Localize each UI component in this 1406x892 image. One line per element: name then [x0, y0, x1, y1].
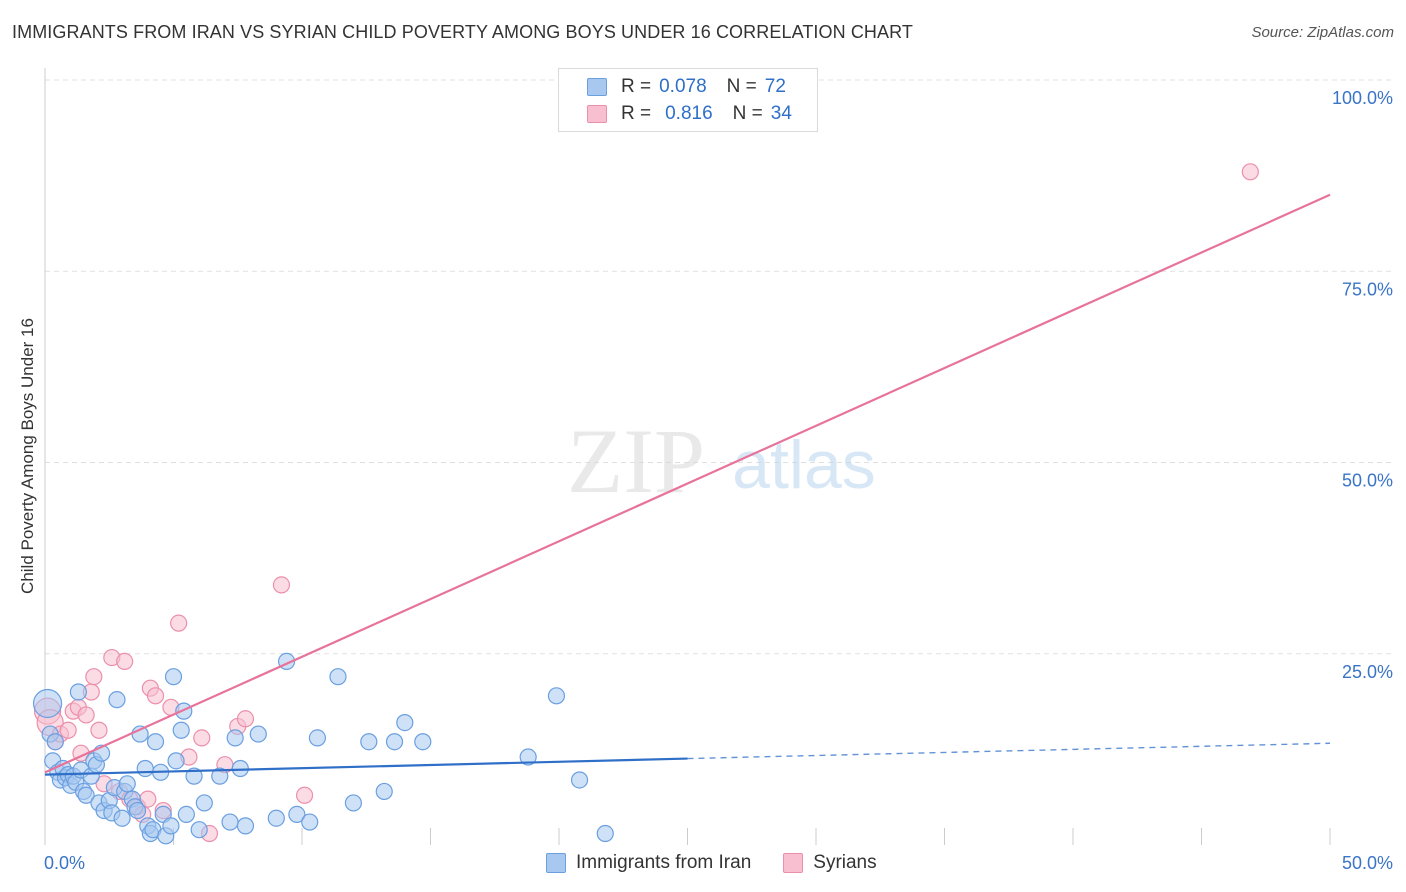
- syrians-point: [170, 614, 188, 632]
- iran-points: [32, 652, 614, 845]
- iran-point: [596, 824, 614, 843]
- iran-point: [396, 713, 414, 732]
- iran-point: [185, 767, 203, 785]
- iran-point: [329, 668, 347, 686]
- legend-swatch-iran: [587, 78, 607, 96]
- legend-row-syrians: R = 0.816 N = 34: [587, 102, 792, 126]
- iran-point: [301, 813, 319, 831]
- iran-point: [570, 771, 589, 789]
- syrians-point: [77, 706, 95, 724]
- iran-point: [113, 809, 131, 827]
- legend-r-label: R =: [621, 103, 652, 124]
- iran-point: [146, 733, 165, 751]
- iran-point: [128, 801, 147, 820]
- iran-point: [177, 805, 195, 824]
- syrians-point: [116, 652, 134, 671]
- iran-point: [172, 721, 190, 739]
- legend-n-label: N =: [732, 103, 763, 124]
- legend-n-value: 34: [770, 103, 792, 124]
- legend-swatch-syrians: [587, 105, 607, 123]
- y-tick-label: 50.0%: [1342, 471, 1393, 491]
- syrians-point: [146, 687, 165, 705]
- iran-point: [547, 687, 566, 705]
- chart-title: IMMIGRANTS FROM IRAN VS SYRIAN CHILD POV…: [12, 22, 914, 42]
- iran-point: [414, 733, 432, 751]
- series-legend-iran[interactable]: Immigrants from Iran: [546, 852, 751, 874]
- syrians-point: [1241, 163, 1259, 181]
- legend-n-label: N =: [726, 76, 757, 97]
- series-legend-syrians[interactable]: Syrians: [783, 852, 877, 874]
- y-tick-label: 25.0%: [1342, 662, 1393, 682]
- y-tick-label: 100.0%: [1332, 88, 1393, 108]
- iran-point: [226, 729, 244, 747]
- x-tick-label: 50.0%: [1342, 853, 1393, 873]
- iran-point: [267, 809, 285, 827]
- syrians-point: [85, 668, 103, 686]
- correlation-legend: R = 0.078 N = 72 R = 0.816 N = 34: [558, 68, 818, 132]
- iran-point: [136, 759, 154, 778]
- watermark-atlas: atlas: [732, 427, 876, 503]
- iran-point: [164, 668, 183, 686]
- source-label: Source: ZipAtlas.com: [1251, 24, 1394, 41]
- iran-point: [46, 733, 64, 751]
- iran-point: [519, 748, 537, 766]
- iran-point: [385, 733, 404, 751]
- syrians-point: [236, 710, 255, 728]
- iran-point: [69, 683, 88, 701]
- iran-point: [344, 794, 362, 812]
- series-legend-swatch-syrians: [783, 853, 804, 873]
- iran-point: [308, 729, 327, 747]
- grid-lines: [45, 79, 1395, 655]
- legend-r-value: 0.078: [659, 76, 707, 97]
- legend-r-value: 0.816: [665, 103, 713, 124]
- iran-point: [77, 786, 95, 804]
- iran-point: [190, 821, 208, 839]
- legend-row-iran: R = 0.078 N = 72: [587, 75, 786, 99]
- syrians-point: [90, 721, 108, 739]
- iran-point: [195, 794, 213, 812]
- iran-point: [249, 725, 267, 743]
- y-tick-label: 75.0%: [1342, 279, 1393, 299]
- iran-point: [162, 817, 180, 835]
- iran-trend-line-extension: [687, 742, 1331, 760]
- iran-point: [375, 782, 393, 801]
- watermark: ZIP atlas: [567, 410, 876, 512]
- legend-n-value: 72: [764, 76, 786, 97]
- series-legend-label-iran: Immigrants from Iran: [576, 852, 752, 873]
- legend-r-label: R =: [621, 76, 652, 97]
- series-legend: Immigrants from Iran Syrians: [546, 852, 909, 874]
- x-tick-label: 0.0%: [44, 853, 85, 873]
- syrians-point: [272, 576, 291, 594]
- syrians-trend-line: [44, 193, 1331, 774]
- iran-point: [167, 752, 185, 770]
- syrians-point: [59, 721, 77, 739]
- iran-point: [288, 805, 306, 824]
- iran-point: [108, 691, 126, 709]
- iran-point: [211, 767, 229, 785]
- iran-point: [221, 813, 239, 831]
- iran-trend-line: [44, 757, 688, 776]
- tick-labels: 25.0% 50.0% 75.0% 100.0% 0.0% 50.0%: [44, 88, 1393, 873]
- watermark-zip: ZIP: [567, 410, 705, 512]
- trend-lines: [44, 193, 1331, 776]
- iran-point: [118, 775, 136, 793]
- series-legend-swatch-iran: [546, 853, 566, 873]
- syrians-point: [193, 729, 211, 747]
- iran-point: [32, 688, 63, 719]
- iran-point: [236, 817, 255, 835]
- syrians-point: [295, 786, 314, 804]
- iran-point: [360, 733, 378, 751]
- y-axis-label: Child Poverty Among Boys Under 16: [18, 318, 37, 594]
- series-legend-label-syrians: Syrians: [813, 852, 877, 873]
